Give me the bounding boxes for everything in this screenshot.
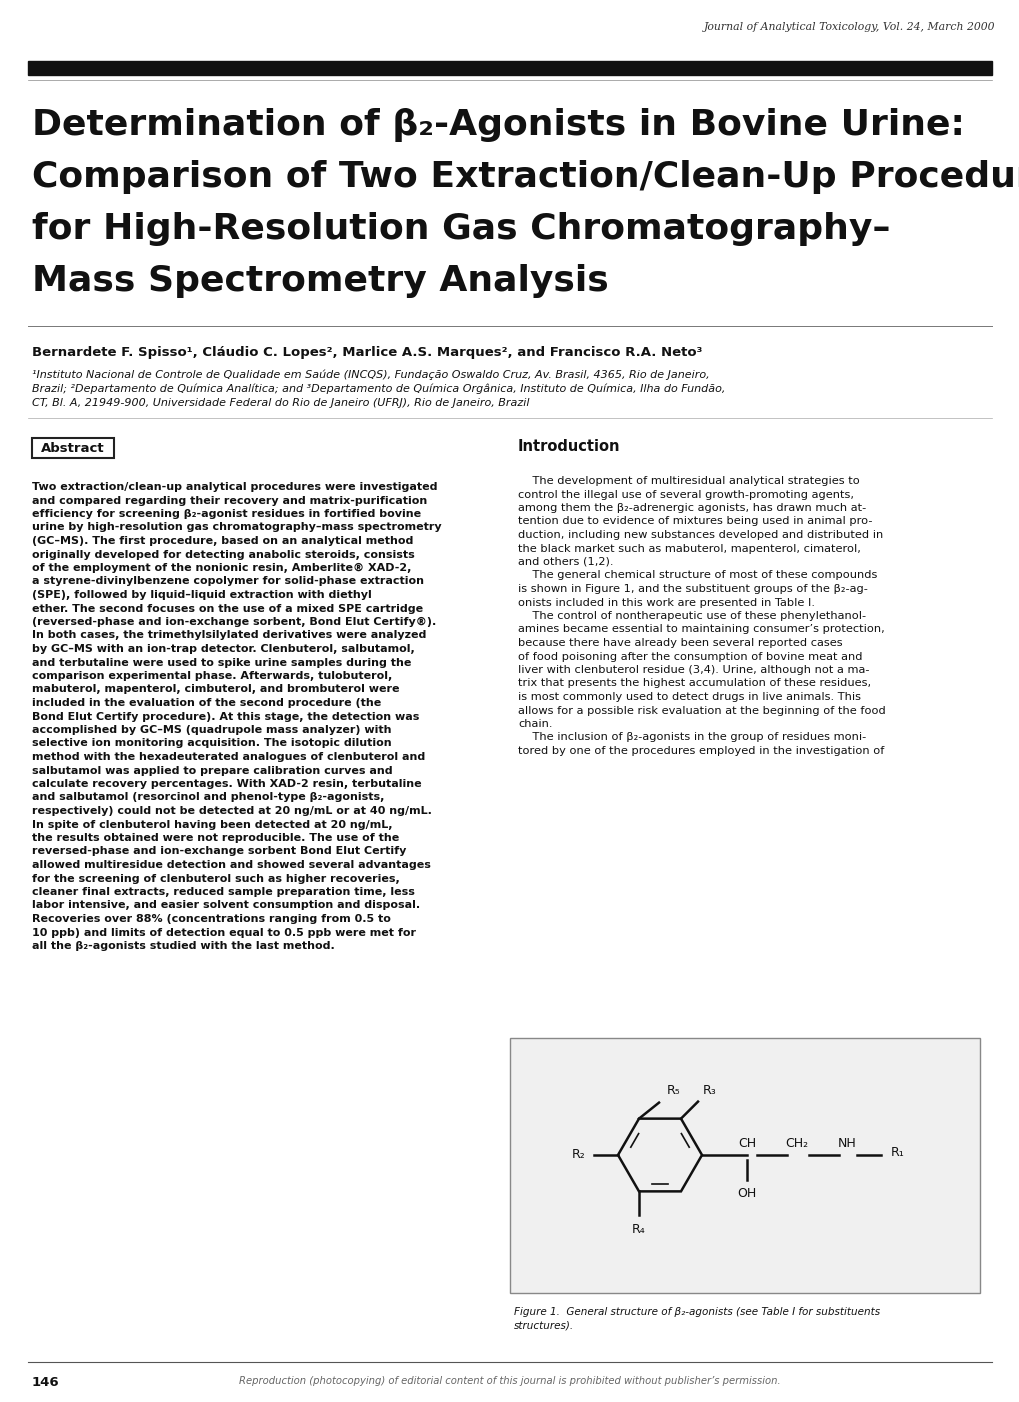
Text: all the β₂-agonists studied with the last method.: all the β₂-agonists studied with the las… [32, 941, 334, 951]
Text: the results obtained were not reproducible. The use of the: the results obtained were not reproducib… [32, 833, 398, 843]
Text: is shown in Figure 1, and the substituent groups of the β₂-ag-: is shown in Figure 1, and the substituen… [518, 585, 867, 594]
Text: R₄: R₄ [632, 1224, 645, 1237]
Text: for High-Resolution Gas Chromatography–: for High-Resolution Gas Chromatography– [32, 212, 890, 245]
Text: 10 ppb) and limits of detection equal to 0.5 ppb were met for: 10 ppb) and limits of detection equal to… [32, 928, 416, 938]
Text: of the employment of the nonionic resin, Amberlite® XAD-2,: of the employment of the nonionic resin,… [32, 564, 411, 573]
Text: Comparison of Two Extraction/Clean-Up Procedures: Comparison of Two Extraction/Clean-Up Pr… [32, 160, 1019, 193]
Text: and others (1,2).: and others (1,2). [518, 557, 612, 566]
Text: NH: NH [837, 1137, 856, 1150]
Bar [28, 62, 991, 74]
Text: salbutamol was applied to prepare calibration curves and: salbutamol was applied to prepare calibr… [32, 765, 392, 775]
Text: method with the hexadeuterated analogues of clenbuterol and: method with the hexadeuterated analogues… [32, 751, 425, 763]
Text: The development of multiresidual analytical strategies to: The development of multiresidual analyti… [518, 477, 859, 486]
Text: R₅: R₅ [666, 1084, 680, 1096]
Text: included in the evaluation of the second procedure (the: included in the evaluation of the second… [32, 698, 381, 708]
Text: among them the β₂-adrenergic agonists, has drawn much at-: among them the β₂-adrenergic agonists, h… [518, 503, 865, 513]
Text: (reversed-phase and ion-exchange sorbent, Bond Elut Certify®).: (reversed-phase and ion-exchange sorbent… [32, 617, 436, 627]
Text: cleaner final extracts, reduced sample preparation time, less: cleaner final extracts, reduced sample p… [32, 887, 415, 897]
Text: amines became essential to maintaining consumer’s protection,: amines became essential to maintaining c… [518, 624, 883, 635]
Text: 146: 146 [32, 1375, 59, 1389]
Text: Abstract: Abstract [41, 442, 105, 454]
Text: (SPE), followed by liquid–liquid extraction with diethyl: (SPE), followed by liquid–liquid extract… [32, 590, 371, 600]
Text: Introduction: Introduction [518, 439, 620, 454]
Bar [510, 1037, 979, 1293]
Text: a styrene-divinylbenzene copolymer for solid-phase extraction: a styrene-divinylbenzene copolymer for s… [32, 576, 424, 586]
Text: R₂: R₂ [572, 1148, 586, 1161]
Text: control the illegal use of several growth-promoting agents,: control the illegal use of several growt… [518, 489, 853, 499]
Text: tention due to evidence of mixtures being used in animal pro-: tention due to evidence of mixtures bein… [518, 516, 871, 527]
Text: and salbutamol (resorcinol and phenol-type β₂-agonists,: and salbutamol (resorcinol and phenol-ty… [32, 792, 384, 802]
Text: CT, Bl. A, 21949-900, Universidade Federal do Rio de Janeiro (UFRJ), Rio de Jane: CT, Bl. A, 21949-900, Universidade Feder… [32, 398, 529, 408]
Text: because there have already been several reported cases: because there have already been several … [518, 638, 842, 648]
Text: Mass Spectrometry Analysis: Mass Spectrometry Analysis [32, 264, 608, 299]
Text: onists included in this work are presented in Table I.: onists included in this work are present… [518, 597, 814, 607]
Text: liver with clenbuterol residue (3,4). Urine, although not a ma-: liver with clenbuterol residue (3,4). Ur… [518, 665, 868, 674]
Text: chain.: chain. [518, 719, 552, 729]
Text: The inclusion of β₂-agonists in the group of residues moni-: The inclusion of β₂-agonists in the grou… [518, 732, 865, 743]
Text: OH: OH [737, 1187, 756, 1200]
Text: Recoveries over 88% (concentrations ranging from 0.5 to: Recoveries over 88% (concentrations rang… [32, 914, 390, 924]
Text: trix that presents the highest accumulation of these residues,: trix that presents the highest accumulat… [518, 679, 870, 688]
Text: mabuterol, mapenterol, cimbuterol, and brombuterol were: mabuterol, mapenterol, cimbuterol, and b… [32, 684, 399, 694]
Text: In spite of clenbuterol having been detected at 20 ng/mL,: In spite of clenbuterol having been dete… [32, 820, 392, 830]
Text: CH: CH [737, 1137, 755, 1150]
Text: reversed-phase and ion-exchange sorbent Bond Elut Certify: reversed-phase and ion-exchange sorbent … [32, 847, 406, 857]
Text: Determination of β₂-Agonists in Bovine Urine:: Determination of β₂-Agonists in Bovine U… [32, 108, 964, 142]
Text: calculate recovery percentages. With XAD-2 resin, terbutaline: calculate recovery percentages. With XAD… [32, 780, 421, 789]
Text: originally developed for detecting anabolic steroids, consists: originally developed for detecting anabo… [32, 550, 415, 559]
Text: allows for a possible risk evaluation at the beginning of the food: allows for a possible risk evaluation at… [518, 705, 884, 715]
Text: by GC–MS with an ion-trap detector. Clenbuterol, salbutamol,: by GC–MS with an ion-trap detector. Clen… [32, 644, 415, 653]
Text: Two extraction/clean-up analytical procedures were investigated: Two extraction/clean-up analytical proce… [32, 482, 437, 492]
Text: R₃: R₃ [702, 1084, 716, 1096]
Text: Bernardete F. Spisso¹, Cláudio C. Lopes², Marlice A.S. Marques², and Francisco R: Bernardete F. Spisso¹, Cláudio C. Lopes²… [32, 346, 702, 359]
Text: ¹Instituto Nacional de Controle de Qualidade em Saúde (INCQS), Fundação Oswaldo : ¹Instituto Nacional de Controle de Quali… [32, 370, 709, 380]
Text: Figure 1.  General structure of β₂-agonists (see Table I for substituents: Figure 1. General structure of β₂-agonis… [514, 1307, 879, 1316]
Text: comparison experimental phase. Afterwards, tulobuterol,: comparison experimental phase. Afterward… [32, 672, 392, 681]
Text: efficiency for screening β₂-agonist residues in fortified bovine: efficiency for screening β₂-agonist resi… [32, 509, 421, 519]
Text: respectively) could not be detected at 20 ng/mL or at 40 ng/mL.: respectively) could not be detected at 2… [32, 806, 431, 816]
Text: selective ion monitoring acquisition. The isotopic dilution: selective ion monitoring acquisition. Th… [32, 739, 391, 749]
Text: CH₂: CH₂ [785, 1137, 808, 1150]
Text: ether. The second focuses on the use of a mixed SPE cartridge: ether. The second focuses on the use of … [32, 603, 423, 614]
Text: labor intensive, and easier solvent consumption and disposal.: labor intensive, and easier solvent cons… [32, 900, 420, 910]
Text: the black market such as mabuterol, mapenterol, cimaterol,: the black market such as mabuterol, mape… [518, 544, 860, 554]
Text: (GC–MS). The first procedure, based on an analytical method: (GC–MS). The first procedure, based on a… [32, 536, 413, 545]
Text: accomplished by GC–MS (quadrupole mass analyzer) with: accomplished by GC–MS (quadrupole mass a… [32, 725, 391, 735]
Text: R₁: R₁ [891, 1147, 904, 1159]
Text: is most commonly used to detect drugs in live animals. This: is most commonly used to detect drugs in… [518, 693, 860, 702]
Text: for the screening of clenbuterol such as higher recoveries,: for the screening of clenbuterol such as… [32, 873, 399, 883]
Text: Brazil; ²Departamento de Química Analítica; and ³Departamento de Química Orgânic: Brazil; ²Departamento de Química Analíti… [32, 384, 725, 394]
Text: Reproduction (photocopying) of editorial content of this journal is prohibited w: Reproduction (photocopying) of editorial… [238, 1375, 781, 1387]
Text: structures).: structures). [514, 1321, 574, 1330]
Text: of food poisoning after the consumption of bovine meat and: of food poisoning after the consumption … [518, 652, 862, 662]
Text: and terbutaline were used to spike urine samples during the: and terbutaline were used to spike urine… [32, 658, 411, 667]
Text: tored by one of the procedures employed in the investigation of: tored by one of the procedures employed … [518, 746, 883, 756]
Text: urine by high-resolution gas chromatography–mass spectrometry: urine by high-resolution gas chromatogra… [32, 523, 441, 533]
Text: and compared regarding their recovery and matrix-purification: and compared regarding their recovery an… [32, 495, 427, 506]
Text: The control of nontherapeutic use of these phenylethanol-: The control of nontherapeutic use of the… [518, 611, 865, 621]
Text: Bond Elut Certify procedure). At this stage, the detection was: Bond Elut Certify procedure). At this st… [32, 711, 419, 722]
Text: Journal of Analytical Toxicology, Vol. 24, March 2000: Journal of Analytical Toxicology, Vol. 2… [703, 22, 994, 32]
Text: duction, including new substances developed and distributed in: duction, including new substances develo… [518, 530, 882, 540]
Text: In both cases, the trimethylsilylated derivatives were analyzed: In both cases, the trimethylsilylated de… [32, 631, 426, 641]
Bar [32, 437, 114, 458]
Text: The general chemical structure of most of these compounds: The general chemical structure of most o… [518, 571, 876, 580]
Text: allowed multiresidue detection and showed several advantages: allowed multiresidue detection and showe… [32, 859, 430, 871]
